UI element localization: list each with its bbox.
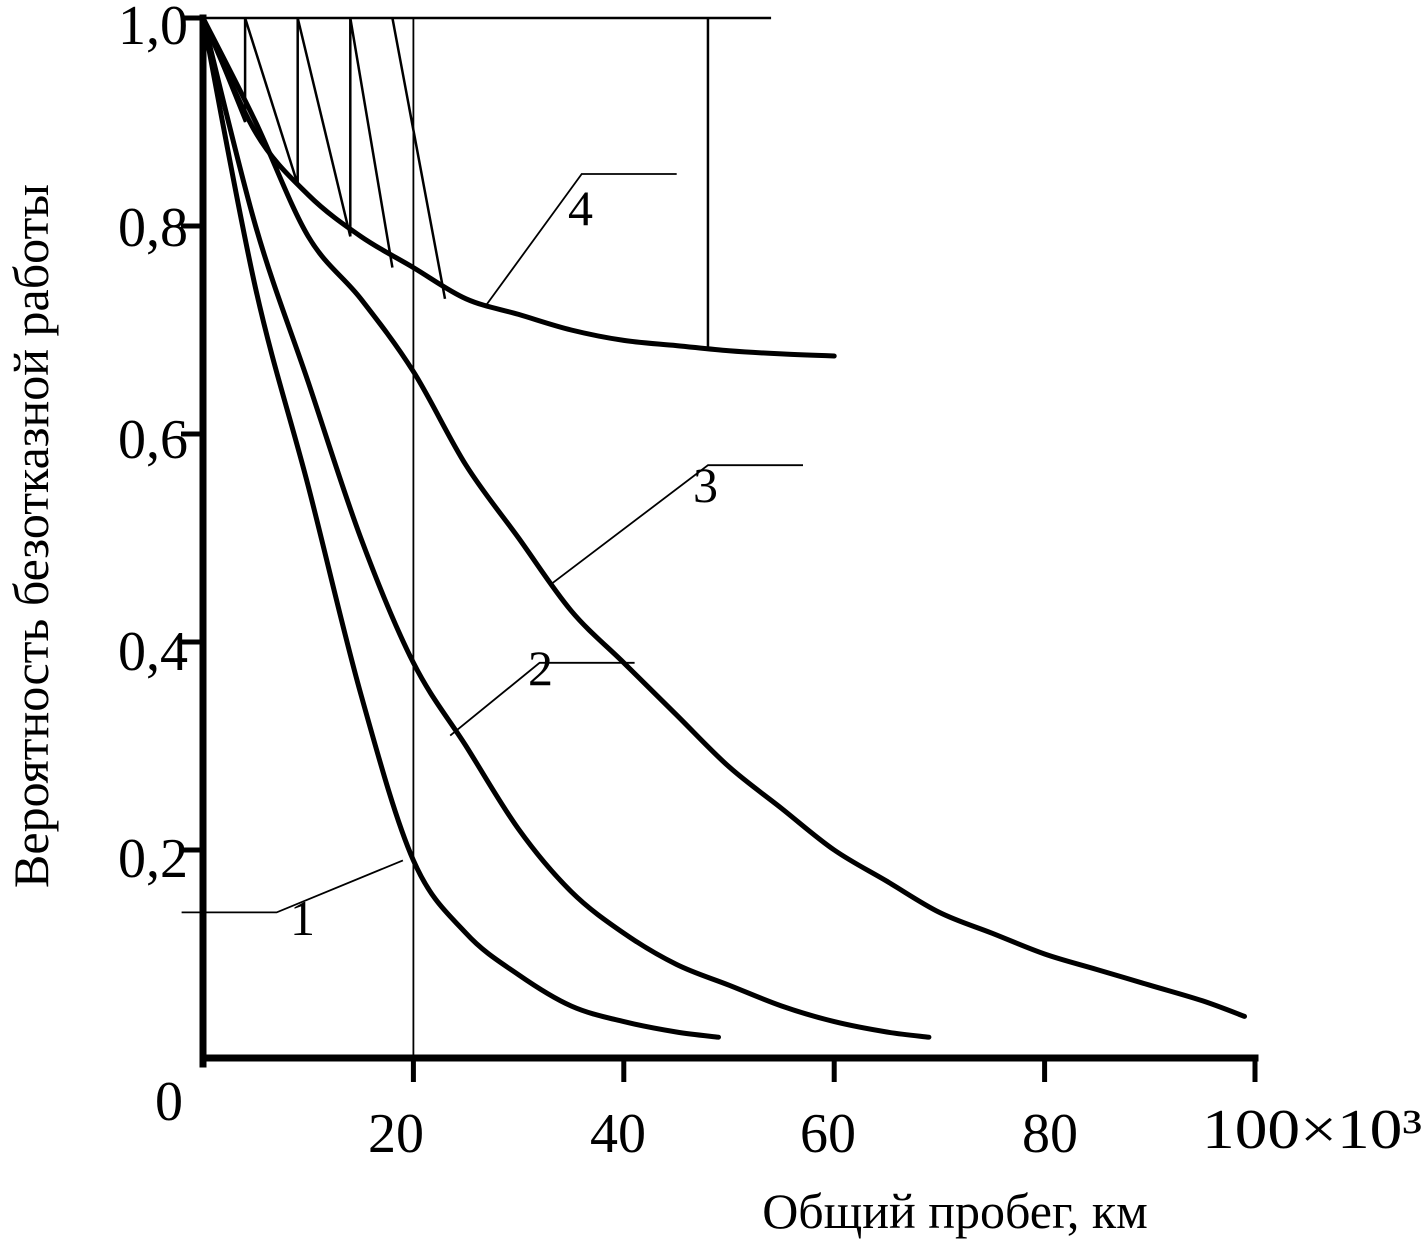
leader-line-2: [449, 661, 635, 737]
curve-label-2: 2: [528, 640, 553, 696]
y-tick-label-3: 0,8: [118, 197, 188, 259]
leader-line-1: [181, 859, 404, 914]
sawtooth-segment-1: [243, 17, 299, 185]
sawtooth-segment-6: [391, 17, 447, 300]
plot-area: [181, 14, 1259, 1082]
x-tick-label-3: 80: [1022, 1103, 1078, 1165]
curve-4: [200, 15, 837, 359]
x-tick-label-1: 40: [590, 1103, 646, 1165]
y-tick-label-0: 0,2: [118, 828, 188, 890]
curve-1: [200, 15, 721, 1040]
y-tick-label-1: 0,4: [118, 621, 188, 683]
y-tick-label-2: 0,6: [118, 409, 188, 471]
y-tick-label-4: 1,0: [118, 0, 188, 57]
curves: [200, 15, 1247, 1040]
leader-line-4: [486, 173, 677, 305]
curve-label-leaders: [181, 173, 803, 914]
origin-label: 0: [155, 1071, 183, 1133]
curve-label-4: 4: [568, 180, 593, 236]
curve-3: [200, 15, 1247, 1019]
x-axis-title: Общий пробег, км: [762, 1183, 1148, 1239]
x-tick-label-2: 60: [800, 1103, 856, 1165]
sawtooth-segment-3: [296, 17, 352, 237]
curve-2: [200, 15, 932, 1040]
x-tick-100: 100: [1202, 1099, 1300, 1161]
leader-line-3: [549, 464, 803, 586]
sawtooth-segment-5: [349, 17, 394, 268]
curve-label-3: 3: [693, 457, 718, 513]
x-multiplier: ×10³: [1300, 1099, 1422, 1161]
axis-ticks: [181, 15, 1258, 1082]
x-tick-label-4: 100 ×10³: [1202, 1099, 1422, 1161]
y-axis-title: Вероятность безотказной работы: [3, 184, 59, 888]
x-tick-label-0: 20: [368, 1103, 424, 1165]
curve-label-1: 1: [290, 890, 315, 946]
